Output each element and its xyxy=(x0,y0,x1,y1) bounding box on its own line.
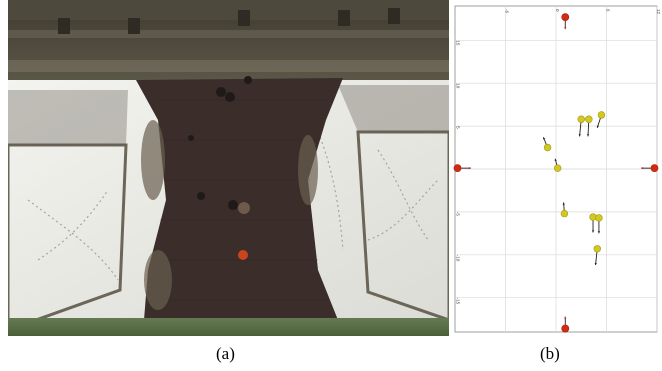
pedestrian-point xyxy=(560,209,569,218)
x-tick-label: 0 xyxy=(555,9,560,12)
pedestrian-point xyxy=(543,143,552,152)
y-tick-label: -15 xyxy=(456,298,461,305)
robot-arrow-head xyxy=(564,316,567,319)
right-lawn-frame xyxy=(356,130,449,322)
caption-a: (a) xyxy=(216,344,235,363)
y-tick-label: 5 xyxy=(456,126,461,129)
robot-point xyxy=(453,164,462,173)
caption-b: (b) xyxy=(540,344,560,363)
y-tick-label: -10 xyxy=(456,255,461,262)
robot-point xyxy=(650,164,659,173)
pedestrian-arrow-head xyxy=(586,134,590,137)
ledge xyxy=(8,318,449,336)
robot-point xyxy=(561,324,570,333)
pedestrian-point xyxy=(595,214,603,222)
pedestrian-point xyxy=(585,115,593,123)
pedestrian-arrow-head xyxy=(562,202,565,205)
plot-marks xyxy=(453,13,659,333)
aerial-photo xyxy=(8,0,449,336)
pedestrian-point xyxy=(577,115,585,123)
red-figure xyxy=(238,250,248,260)
pedestrian-point xyxy=(553,164,562,172)
x-tick-label: 6 xyxy=(606,9,611,12)
pedestrian-arrow-head xyxy=(578,134,581,137)
x-tick-label: -6 xyxy=(505,9,510,13)
robot-point xyxy=(561,13,570,22)
pedestrian-point xyxy=(593,245,601,253)
pedestrian-arrow-head xyxy=(554,158,557,162)
plot-grid xyxy=(455,6,658,332)
y-tick-label: 10 xyxy=(456,83,461,89)
pedestrians xyxy=(188,76,252,214)
pedestrian-arrow-head xyxy=(594,262,597,266)
pedestrian-arrow-head xyxy=(543,137,546,140)
left-lawn-frame xyxy=(8,143,128,332)
walkway xyxy=(136,78,343,320)
pedestrian-arrow-head xyxy=(597,231,601,234)
x-tick-labels: -6 0 6 12 xyxy=(505,9,662,15)
pedestrian-arrow-head xyxy=(596,125,599,128)
robot-arrow-head xyxy=(468,166,471,170)
robot-arrow-head xyxy=(641,166,644,170)
y-tick-label: -5 xyxy=(456,212,461,216)
robot-arrow-head xyxy=(564,27,567,30)
x-tick-label: 12 xyxy=(656,9,661,15)
trajectory-plot: -6 0 6 12 15 10 5 0 -5 -10 -15 xyxy=(453,5,662,333)
pedestrian-arrow-head xyxy=(591,230,595,233)
pedestrian-point xyxy=(597,111,606,119)
y-tick-label: 15 xyxy=(456,40,461,46)
